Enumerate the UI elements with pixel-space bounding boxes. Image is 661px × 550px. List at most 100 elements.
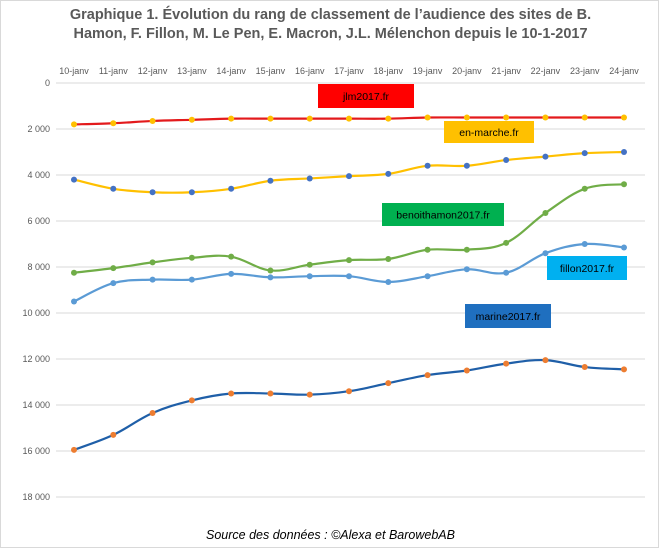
series-label-box-fillon2017-fr <box>547 256 627 280</box>
series-label-marine2017-fr: marine2017.fr <box>476 311 541 323</box>
data-point-benoithamon2017-fr <box>581 185 588 192</box>
x-tick-label: 19-janv <box>413 66 443 76</box>
data-point-fillon2017-fr <box>424 273 431 280</box>
data-point-en-marche-fr <box>188 189 195 196</box>
data-point-fillon2017-fr <box>267 274 274 281</box>
data-point-marine2017-fr <box>463 367 470 374</box>
data-point-benoithamon2017-fr <box>385 255 392 262</box>
data-point-jlm2017-fr <box>267 115 274 122</box>
x-tick-label: 21-janv <box>491 66 521 76</box>
data-point-benoithamon2017-fr <box>228 253 235 260</box>
data-point-jlm2017-fr <box>149 117 156 124</box>
series-label-benoithamon2017-fr: benoithamon2017.fr <box>396 210 490 222</box>
data-point-marine2017-fr <box>581 364 588 371</box>
data-point-fillon2017-fr <box>228 270 235 277</box>
data-point-fillon2017-fr <box>71 298 77 305</box>
data-point-marine2017-fr <box>267 390 274 397</box>
data-point-fillon2017-fr <box>306 273 313 280</box>
data-point-en-marche-fr <box>228 185 235 192</box>
data-point-marine2017-fr <box>346 388 352 395</box>
data-point-en-marche-fr <box>385 170 392 177</box>
data-point-en-marche-fr <box>346 173 352 180</box>
y-tick-label: 10 000 <box>22 308 50 318</box>
series-line-fillon2017-fr <box>73 242 625 303</box>
data-point-marine2017-fr <box>621 366 627 373</box>
data-point-benoithamon2017-fr <box>306 261 313 268</box>
x-tick-label: 24-janv <box>609 66 639 76</box>
data-point-en-marche-fr <box>463 162 470 169</box>
chart-title-line-1: Graphique 1. Évolution du rang de classe… <box>69 7 592 23</box>
x-tick-label: 10-janv <box>59 66 89 76</box>
source-note: Source des données : ©Alexa et BarowebAB <box>206 528 455 542</box>
data-point-benoithamon2017-fr <box>267 267 274 274</box>
data-point-fillon2017-fr <box>503 269 510 276</box>
series-label-box-marine2017-fr <box>465 304 551 328</box>
x-tick-label: 11-janv <box>99 66 128 76</box>
data-point-marine2017-fr <box>110 431 117 438</box>
y-tick-label: 14 000 <box>22 400 50 410</box>
data-point-jlm2017-fr <box>71 121 77 128</box>
data-point-en-marche-fr <box>581 150 588 157</box>
data-point-en-marche-fr <box>149 189 156 196</box>
line-chart: 10-janv 11-janv 12-janv 13-janv 14-janv 15-ja… <box>22 66 645 502</box>
data-point-en-marche-fr <box>306 175 313 182</box>
data-point-fillon2017-fr <box>542 250 549 257</box>
data-point-benoithamon2017-fr <box>346 257 352 264</box>
data-point-benoithamon2017-fr <box>542 209 549 216</box>
data-point-marine2017-fr <box>149 410 156 417</box>
data-point-jlm2017-fr <box>346 115 352 122</box>
x-tick-label: 17-janv <box>334 66 364 76</box>
series-label-box-benoithamon2017-fr <box>382 203 504 226</box>
data-point-jlm2017-fr <box>385 115 392 122</box>
series-labels: jlm2017.fr en-marche.fr benoithamon2017.fr… <box>318 84 627 328</box>
data-point-jlm2017-fr <box>110 120 117 127</box>
data-point-marine2017-fr <box>503 360 510 367</box>
x-tick-label: 22-janv <box>531 66 561 76</box>
data-point-jlm2017-fr <box>228 115 235 122</box>
series-label-box-en-marche-fr <box>444 121 534 143</box>
y-tick-label: 6 000 <box>27 216 50 226</box>
series-markers <box>71 114 627 453</box>
data-point-fillon2017-fr <box>621 244 627 251</box>
y-tick-label: 18 000 <box>22 492 50 502</box>
data-point-fillon2017-fr <box>385 278 392 285</box>
data-point-marine2017-fr <box>385 380 392 387</box>
x-tick-label: 15-janv <box>256 66 286 76</box>
y-tick-label: 12 000 <box>22 354 50 364</box>
y-axis-ticks: 0 2 000 4 000 6 000 8 000 10 000 12 000 14 000 1… <box>22 78 50 502</box>
data-point-benoithamon2017-fr <box>188 254 195 261</box>
data-point-en-marche-fr <box>621 149 627 155</box>
data-point-jlm2017-fr <box>424 114 431 121</box>
series-label-jlm2017-fr: jlm2017.fr <box>342 91 390 103</box>
data-point-en-marche-fr <box>542 153 549 160</box>
data-point-en-marche-fr <box>424 162 431 169</box>
data-point-fillon2017-fr <box>188 276 195 283</box>
data-point-en-marche-fr <box>503 157 510 164</box>
data-point-benoithamon2017-fr <box>463 246 470 253</box>
data-point-fillon2017-fr <box>463 266 470 273</box>
chart-title-line-2: Hamon, F. Fillon, M. Le Pen, E. Macron, … <box>73 26 588 42</box>
x-tick-label: 12-janv <box>138 66 168 76</box>
data-point-jlm2017-fr <box>542 114 549 121</box>
data-point-benoithamon2017-fr <box>110 265 117 272</box>
data-point-fillon2017-fr <box>346 273 352 280</box>
data-point-jlm2017-fr <box>621 114 627 121</box>
x-tick-label: 23-janv <box>570 66 600 76</box>
x-tick-label: 13-janv <box>177 66 207 76</box>
data-point-jlm2017-fr <box>306 115 313 122</box>
data-point-marine2017-fr <box>424 372 431 379</box>
data-point-benoithamon2017-fr <box>149 259 156 266</box>
data-point-en-marche-fr <box>71 176 77 183</box>
y-tick-label: 16 000 <box>22 446 50 456</box>
data-point-en-marche-fr <box>267 177 274 184</box>
data-point-fillon2017-fr <box>581 241 588 247</box>
data-point-benoithamon2017-fr <box>424 246 431 253</box>
x-tick-label: 18-janv <box>374 66 404 76</box>
gridlines <box>56 82 645 498</box>
data-point-fillon2017-fr <box>149 276 156 283</box>
data-point-benoithamon2017-fr <box>621 181 627 188</box>
data-point-marine2017-fr <box>306 391 313 398</box>
chart-title: Graphique 1. Évolution du rang de classe… <box>0 6 661 44</box>
series-label-en-marche-fr: en-marche.fr <box>459 127 519 139</box>
